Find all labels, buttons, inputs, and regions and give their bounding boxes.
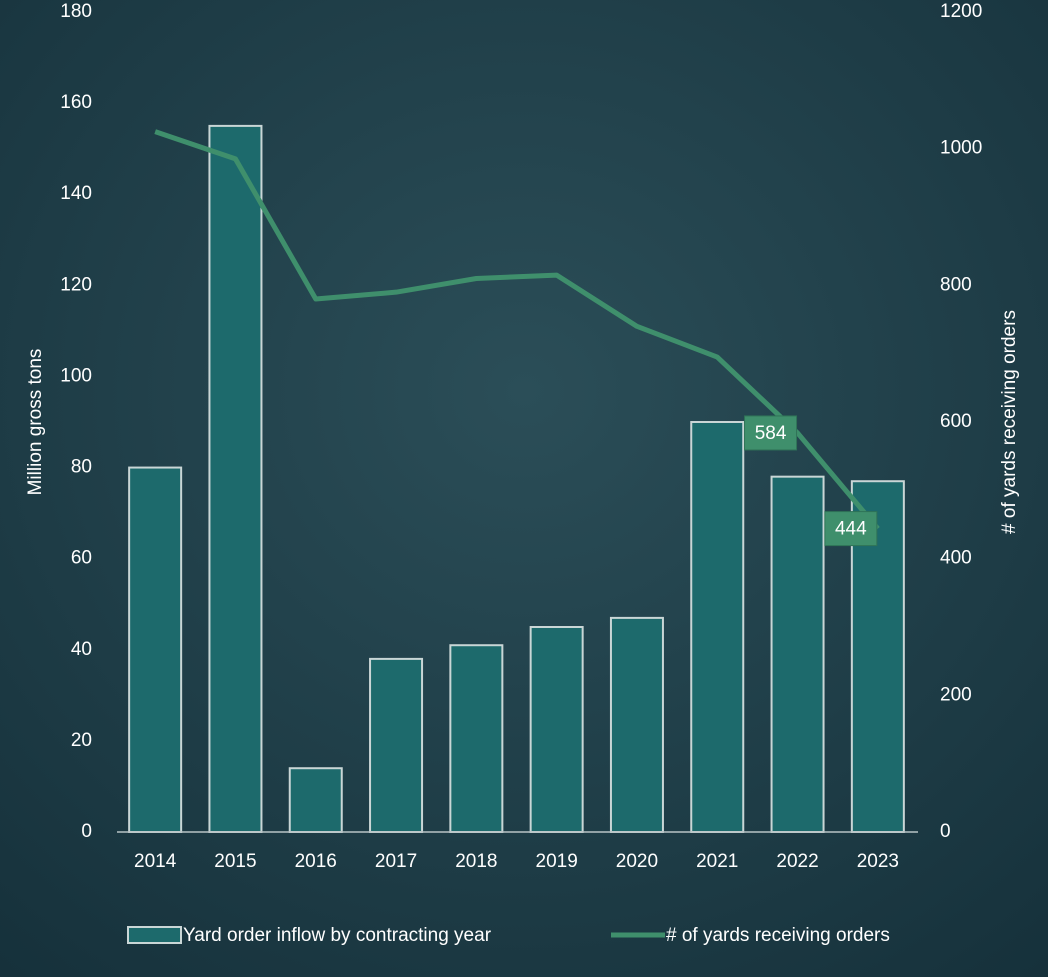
bar (369, 657, 424, 834)
bar (288, 767, 343, 834)
y-axis-title: Million gross tons (25, 349, 46, 496)
y2-tick-label: 1000 (940, 138, 982, 159)
bar (128, 466, 183, 833)
y2-axis-title: # of yards receiving orders (999, 310, 1020, 534)
data-label: 584 (755, 423, 787, 444)
x-tick-label: 2020 (616, 851, 658, 872)
y2-tick-label: 200 (940, 684, 972, 705)
data-label-box (744, 415, 798, 451)
bar (609, 616, 664, 834)
y-tick-label: 140 (60, 183, 92, 204)
x-tick-label: 2016 (295, 851, 337, 872)
y-tick-label: 100 (60, 365, 92, 386)
x-tick-label: 2021 (696, 851, 738, 872)
x-tick-label: 2019 (536, 851, 578, 872)
line (154, 129, 880, 531)
bar (690, 421, 745, 833)
x-tick-label: 2015 (214, 851, 256, 872)
y-tick-label: 120 (60, 274, 92, 295)
bar (529, 626, 584, 833)
y2-tick-label: 800 (940, 274, 972, 295)
legend-label: Yard order inflow by contracting year (183, 925, 492, 946)
data-label: 444 (835, 519, 867, 540)
bar (770, 475, 825, 833)
legend-swatch (127, 926, 182, 944)
legend-label: # of yards receiving orders (666, 925, 890, 946)
y-tick-label: 20 (71, 730, 92, 751)
y2-tick-label: 0 (940, 821, 951, 842)
y2-tick-label: 600 (940, 411, 972, 432)
x-tick-label: 2018 (455, 851, 497, 872)
y-tick-label: 40 (71, 639, 92, 660)
y-tick-label: 180 (60, 1, 92, 22)
y-tick-label: 160 (60, 92, 92, 113)
x-tick-label: 2014 (134, 851, 177, 872)
y-tick-label: 0 (81, 821, 92, 842)
x-tick-label: 2017 (375, 851, 417, 872)
bar (449, 644, 504, 833)
y-tick-label: 60 (71, 548, 92, 569)
y-tick-label: 80 (71, 457, 92, 478)
x-tick-label: 2022 (776, 851, 818, 872)
x-tick-label: 2023 (857, 851, 899, 872)
bar (208, 124, 263, 833)
y2-tick-label: 1200 (940, 1, 982, 22)
y2-tick-label: 400 (940, 548, 972, 569)
data-label-box (824, 511, 878, 547)
